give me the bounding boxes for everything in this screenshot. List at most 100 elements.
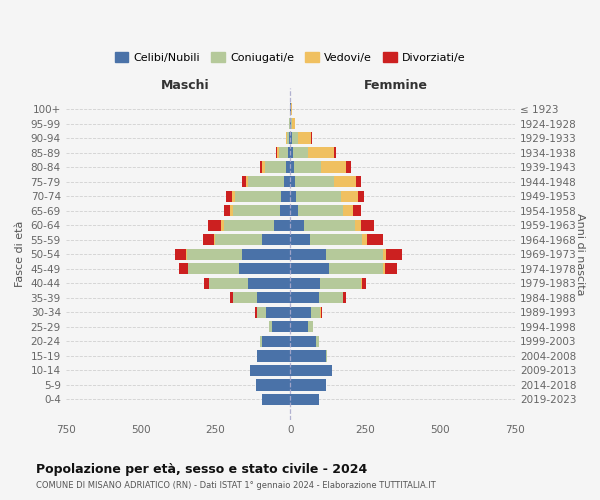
Bar xyxy=(290,263,329,274)
Bar xyxy=(341,190,358,202)
Bar xyxy=(321,162,346,173)
Bar xyxy=(367,234,383,245)
Bar xyxy=(295,176,334,188)
Bar xyxy=(294,162,321,173)
Bar xyxy=(226,190,232,202)
Bar xyxy=(334,147,336,158)
Bar xyxy=(290,132,292,144)
Bar xyxy=(346,162,351,173)
Bar xyxy=(320,278,361,289)
Bar xyxy=(284,176,290,188)
Bar xyxy=(353,205,361,216)
Bar xyxy=(292,118,295,130)
Bar xyxy=(221,220,224,231)
Legend: Celibi/Nubili, Coniugati/e, Vedovi/e, Divorziati/e: Celibi/Nubili, Coniugati/e, Vedovi/e, Di… xyxy=(110,48,470,67)
Bar xyxy=(308,321,313,332)
Bar xyxy=(239,263,290,274)
Bar xyxy=(280,205,290,216)
Bar xyxy=(292,132,298,144)
Bar xyxy=(262,336,290,347)
Bar xyxy=(248,278,290,289)
Bar xyxy=(232,190,235,202)
Bar xyxy=(257,292,290,304)
Bar xyxy=(385,263,397,274)
Bar xyxy=(290,394,319,405)
Bar xyxy=(205,278,209,289)
Bar xyxy=(293,147,308,158)
Bar xyxy=(265,162,286,173)
Bar xyxy=(230,292,233,304)
Bar xyxy=(311,306,320,318)
Bar xyxy=(185,248,187,260)
Bar xyxy=(290,278,320,289)
Bar xyxy=(256,379,290,390)
Bar xyxy=(361,220,374,231)
Bar xyxy=(260,162,262,173)
Bar xyxy=(272,321,290,332)
Bar xyxy=(362,278,366,289)
Bar xyxy=(290,220,304,231)
Bar xyxy=(290,350,326,362)
Bar xyxy=(287,132,289,144)
Bar xyxy=(257,306,266,318)
Bar xyxy=(233,205,280,216)
Bar xyxy=(290,147,293,158)
Bar xyxy=(326,248,383,260)
Bar xyxy=(277,147,279,158)
Bar xyxy=(224,205,230,216)
Bar xyxy=(290,292,319,304)
Bar xyxy=(298,132,311,144)
Text: Popolazione per età, sesso e stato civile - 2024: Popolazione per età, sesso e stato civil… xyxy=(36,462,367,475)
Bar xyxy=(230,205,233,216)
Bar xyxy=(308,147,334,158)
Bar xyxy=(290,379,326,390)
Bar xyxy=(242,176,246,188)
Bar xyxy=(209,278,248,289)
Bar xyxy=(298,205,343,216)
Bar xyxy=(321,306,322,318)
Bar xyxy=(214,234,215,245)
Bar xyxy=(296,190,341,202)
Bar xyxy=(383,263,385,274)
Text: COMUNE DI MISANO ADRIATICO (RN) - Dati ISTAT 1° gennaio 2024 - Elaborazione TUTT: COMUNE DI MISANO ADRIATICO (RN) - Dati I… xyxy=(36,481,436,490)
Bar xyxy=(248,176,284,188)
Bar xyxy=(215,234,262,245)
Bar xyxy=(187,248,242,260)
Bar xyxy=(383,248,386,260)
Bar xyxy=(208,220,221,231)
Bar xyxy=(290,248,326,260)
Bar xyxy=(179,263,188,274)
Bar xyxy=(290,321,308,332)
Bar xyxy=(329,263,383,274)
Bar xyxy=(269,321,272,332)
Bar xyxy=(256,306,257,318)
Bar xyxy=(262,162,265,173)
Bar xyxy=(262,234,290,245)
Bar xyxy=(289,132,290,144)
Bar xyxy=(361,278,362,289)
Y-axis label: Fasce di età: Fasce di età xyxy=(15,221,25,288)
Bar xyxy=(281,190,290,202)
Bar xyxy=(242,248,290,260)
Bar xyxy=(274,220,290,231)
Bar xyxy=(343,205,353,216)
Bar xyxy=(266,306,290,318)
Bar xyxy=(250,364,290,376)
Bar xyxy=(290,336,316,347)
Bar xyxy=(319,292,343,304)
Bar xyxy=(290,205,298,216)
Bar xyxy=(343,292,346,304)
Bar xyxy=(188,263,239,274)
Y-axis label: Anni di nascita: Anni di nascita xyxy=(575,213,585,296)
Bar xyxy=(290,234,310,245)
Bar xyxy=(290,364,332,376)
Text: Femmine: Femmine xyxy=(364,80,428,92)
Text: Maschi: Maschi xyxy=(160,80,209,92)
Bar xyxy=(362,234,367,245)
Bar xyxy=(288,147,290,158)
Bar xyxy=(260,336,262,347)
Bar xyxy=(316,336,319,347)
Bar xyxy=(262,394,290,405)
Bar xyxy=(304,220,355,231)
Bar xyxy=(235,190,281,202)
